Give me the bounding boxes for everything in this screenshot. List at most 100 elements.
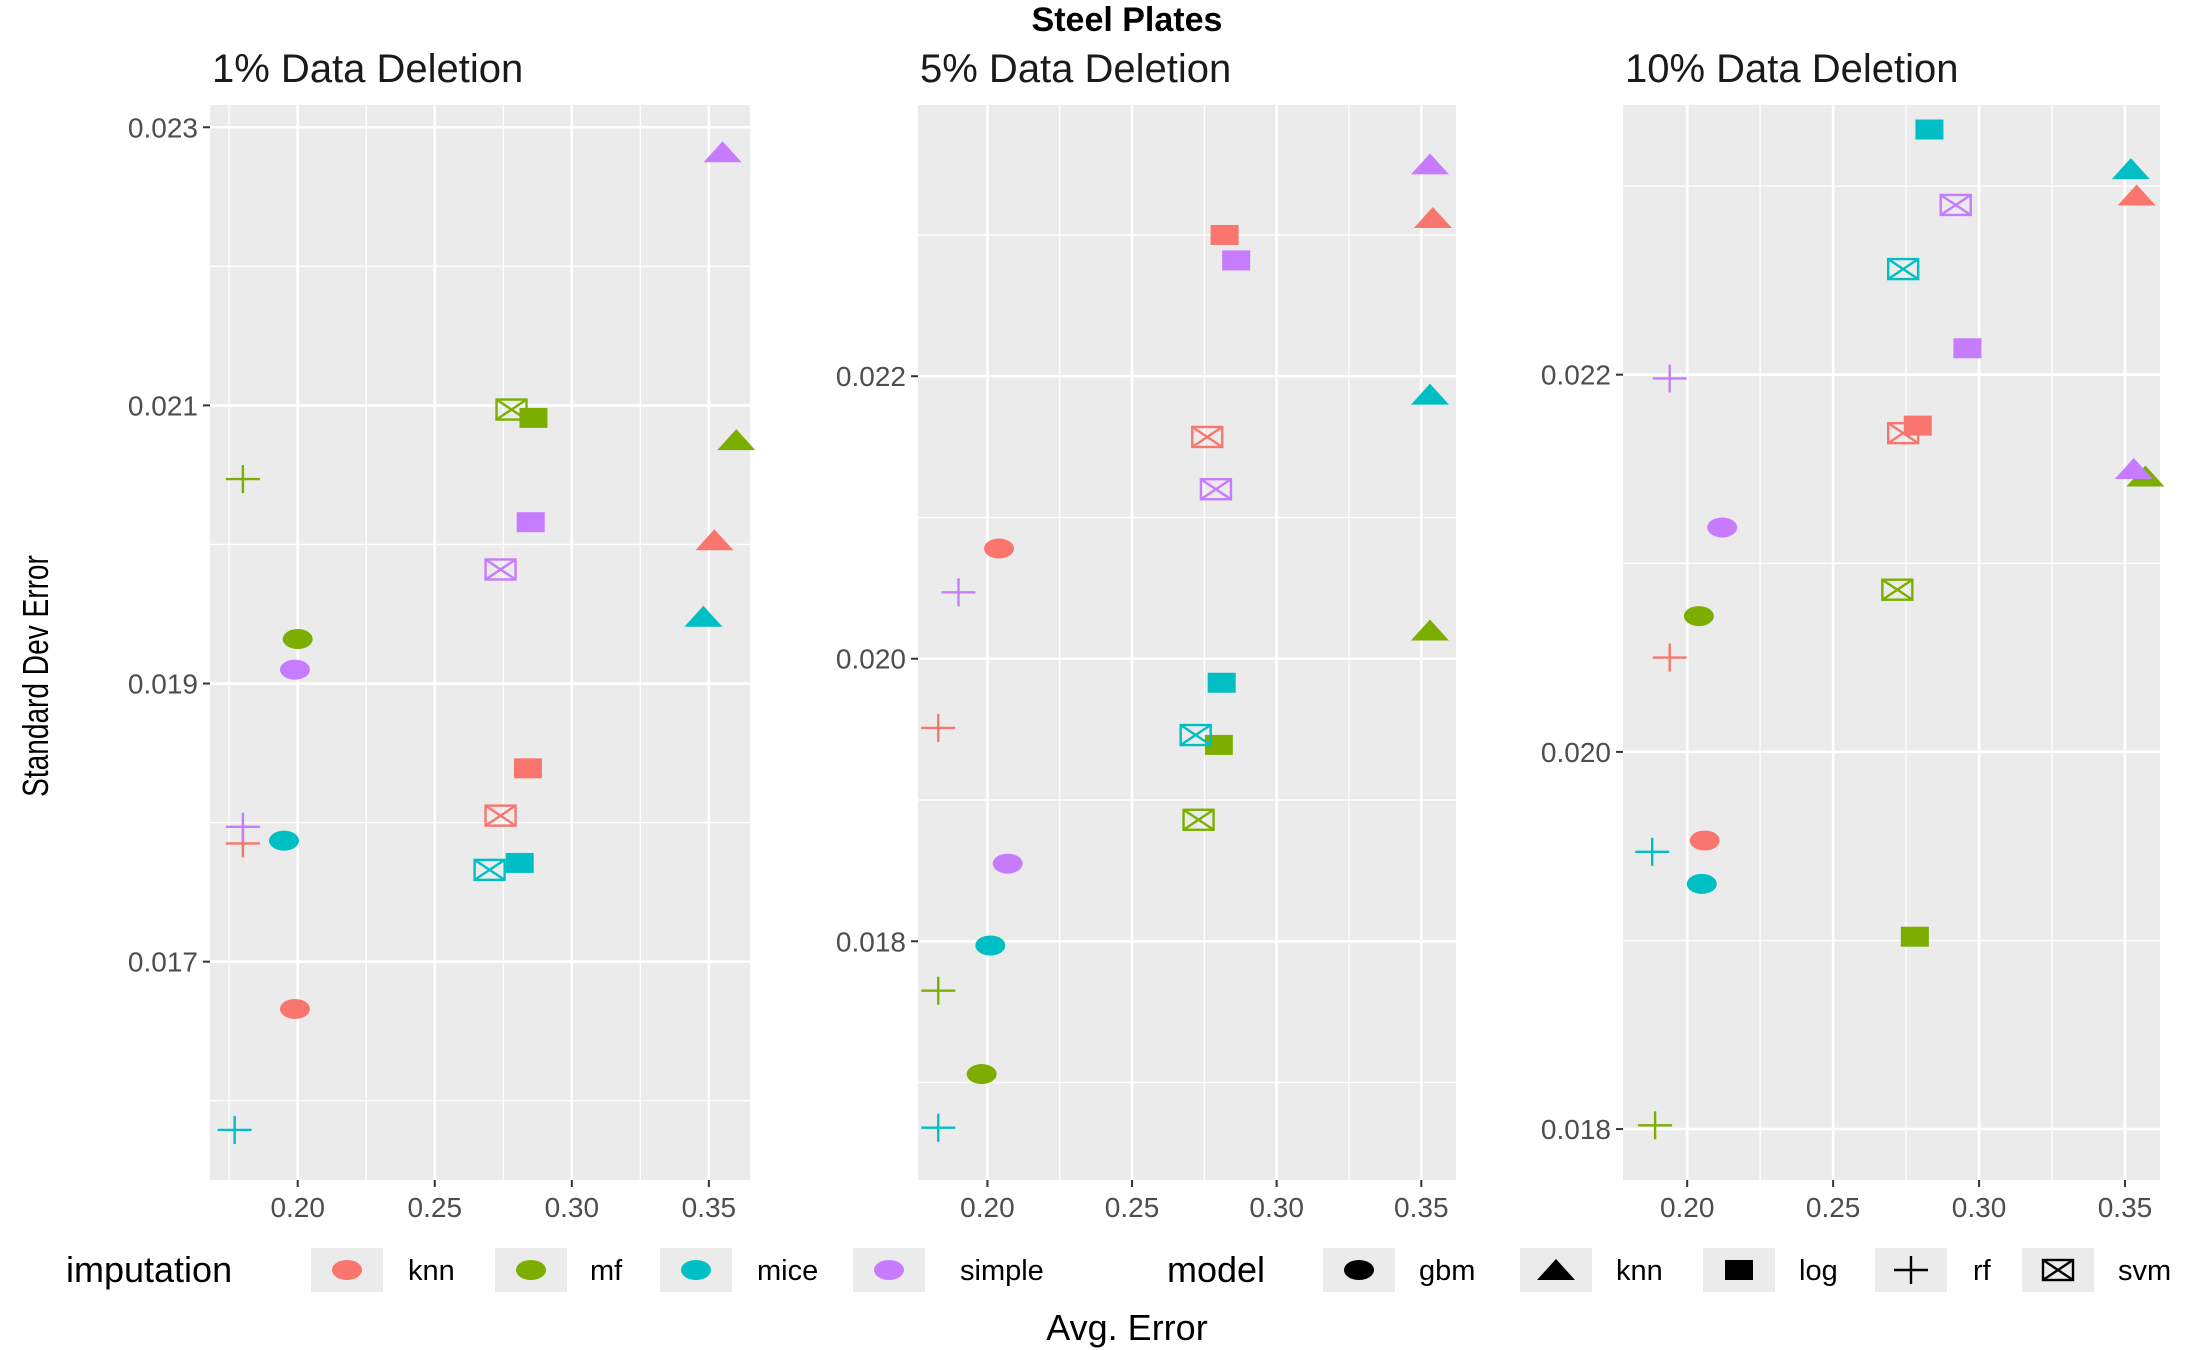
point-simple-svm — [1199, 478, 1233, 501]
x-tick-label: 0.20 — [960, 1192, 1015, 1223]
x-tick-label: 0.35 — [1394, 1192, 1449, 1223]
x-tick-label: 0.25 — [408, 1192, 463, 1223]
point-mice-rf — [921, 1113, 956, 1142]
point-knn-gbm — [983, 538, 1014, 559]
point-mf-gbm — [966, 1064, 997, 1085]
y-tick-label: 0.017 — [128, 947, 198, 978]
point-mf-rf — [921, 976, 956, 1005]
x-tick-label: 0.25 — [1806, 1192, 1861, 1223]
y-tick-label: 0.019 — [128, 669, 198, 700]
legend-key-mf — [495, 1248, 567, 1292]
legend-label-model-rf: rf — [1973, 1255, 1992, 1287]
x-tick-label: 0.20 — [270, 1192, 325, 1223]
legend: imputation model knn mf mice simple gbm knn lo… — [66, 1248, 2171, 1292]
point-mf-svm — [1881, 578, 1914, 601]
legend-label-imputation-simple: simple — [960, 1255, 1044, 1287]
point-knn-knn — [695, 529, 734, 551]
point-simple-knn — [2114, 457, 2153, 479]
point-knn-svm — [1886, 421, 1920, 445]
point-mice-svm — [1886, 257, 1920, 281]
point-simple-gbm — [279, 659, 310, 680]
point-mf-log — [1900, 926, 1929, 947]
facet-panel-1: 0.20 0.25 0.30 0.35 0.017 0.019 0.021 0.023 1% D… — [128, 47, 756, 1223]
legend-key-mice — [660, 1248, 732, 1292]
legend-label-imputation-mf: mf — [590, 1255, 623, 1287]
y-tick-label: 0.022 — [836, 361, 906, 392]
legend-key-model-gbm — [1323, 1248, 1395, 1292]
legend-label-model-svm: svm — [2118, 1255, 2171, 1287]
panel-background — [918, 105, 1456, 1180]
point-mice-knn — [2111, 158, 2150, 180]
x-axis-label: Avg. Error — [1046, 1307, 1207, 1348]
legend-label-imputation-knn: knn — [408, 1255, 455, 1287]
facet-panels: 0.20 0.25 0.30 0.35 0.017 0.019 0.021 0.023 1% D… — [128, 47, 2165, 1223]
point-simple-rf — [225, 812, 260, 841]
point-mice-gbm — [975, 935, 1006, 956]
point-mice-svm — [473, 858, 506, 882]
legend-shape-rf — [1894, 1256, 1928, 1284]
legend-model-title: model — [1167, 1249, 1265, 1290]
point-simple-gbm — [992, 853, 1023, 874]
legend-key-model-svm — [2022, 1248, 2094, 1292]
point-knn-gbm — [279, 998, 310, 1019]
legend-label-model-log: log — [1799, 1255, 1838, 1287]
point-knn-rf — [921, 713, 956, 742]
point-mf-knn — [1410, 619, 1449, 641]
point-knn-log — [1210, 224, 1239, 245]
point-simple-rf — [1652, 364, 1687, 393]
point-knn-knn — [1413, 207, 1452, 229]
y-tick-label: 0.018 — [836, 926, 906, 957]
point-simple-log — [1953, 338, 1982, 359]
legend-imputation-title: imputation — [66, 1249, 232, 1290]
point-simple-rf — [941, 578, 976, 607]
x-tick-label: 0.35 — [2098, 1192, 2153, 1223]
legend-key-model-knn — [1520, 1248, 1592, 1292]
x-tick-label: 0.30 — [1249, 1192, 1304, 1223]
legend-key-model-log — [1703, 1248, 1775, 1292]
point-simple-log — [1222, 250, 1251, 271]
point-mice-svm — [1179, 723, 1212, 747]
point-mice-rf — [1635, 837, 1670, 866]
point-knn-svm — [484, 804, 517, 827]
point-mf-svm — [1182, 808, 1215, 831]
point-mf-knn — [717, 429, 756, 451]
point-knn-knn — [2117, 184, 2156, 206]
panel-background — [1623, 105, 2160, 1180]
legend-key-model-rf — [1875, 1248, 1947, 1292]
legend-key-simple — [853, 1248, 925, 1292]
y-tick-label: 0.022 — [1541, 360, 1611, 391]
point-simple-svm — [1939, 193, 1972, 217]
point-mf-gbm — [282, 629, 313, 650]
point-mf-rf — [225, 465, 260, 494]
y-tick-label: 0.023 — [128, 112, 198, 143]
panel-title: 1% Data Deletion — [212, 47, 523, 91]
x-tick-label: 0.30 — [1952, 1192, 2007, 1223]
x-tick-label: 0.20 — [1660, 1192, 1715, 1223]
point-simple-knn — [1410, 153, 1449, 175]
facet-panel-3: 0.20 0.25 0.30 0.35 0.018 0.020 0.022 10% Data … — [1541, 47, 2165, 1223]
legend-label-model-gbm: gbm — [1419, 1255, 1475, 1287]
point-simple-log — [516, 512, 545, 533]
legend-shape-log — [1725, 1260, 1753, 1280]
point-mice-gbm — [269, 830, 300, 851]
point-knn-log — [513, 758, 542, 779]
panel-title: 5% Data Deletion — [920, 47, 1231, 91]
legend-shape-svm — [2041, 1258, 2075, 1282]
point-simple-gbm — [1707, 517, 1738, 538]
point-mice-log — [505, 852, 534, 873]
point-simple-knn — [703, 141, 742, 163]
y-tick-label: 0.020 — [836, 644, 906, 675]
legend-shape-knn — [1537, 1259, 1575, 1280]
point-mice-log — [1915, 119, 1944, 140]
point-knn-svm — [1191, 425, 1224, 449]
x-tick-label: 0.30 — [545, 1192, 600, 1223]
chart-title: Steel Plates — [1032, 1, 1223, 39]
facet-panel-2: 0.20 0.25 0.30 0.35 0.018 0.020 0.022 5% Data D… — [836, 47, 1456, 1223]
point-mice-knn — [1410, 383, 1449, 405]
y-tick-label: 0.021 — [128, 390, 198, 421]
point-mice-log — [1207, 672, 1236, 693]
point-mice-gbm — [1686, 873, 1717, 894]
point-mice-rf — [217, 1115, 252, 1144]
legend-label-imputation-mice: mice — [757, 1255, 818, 1287]
